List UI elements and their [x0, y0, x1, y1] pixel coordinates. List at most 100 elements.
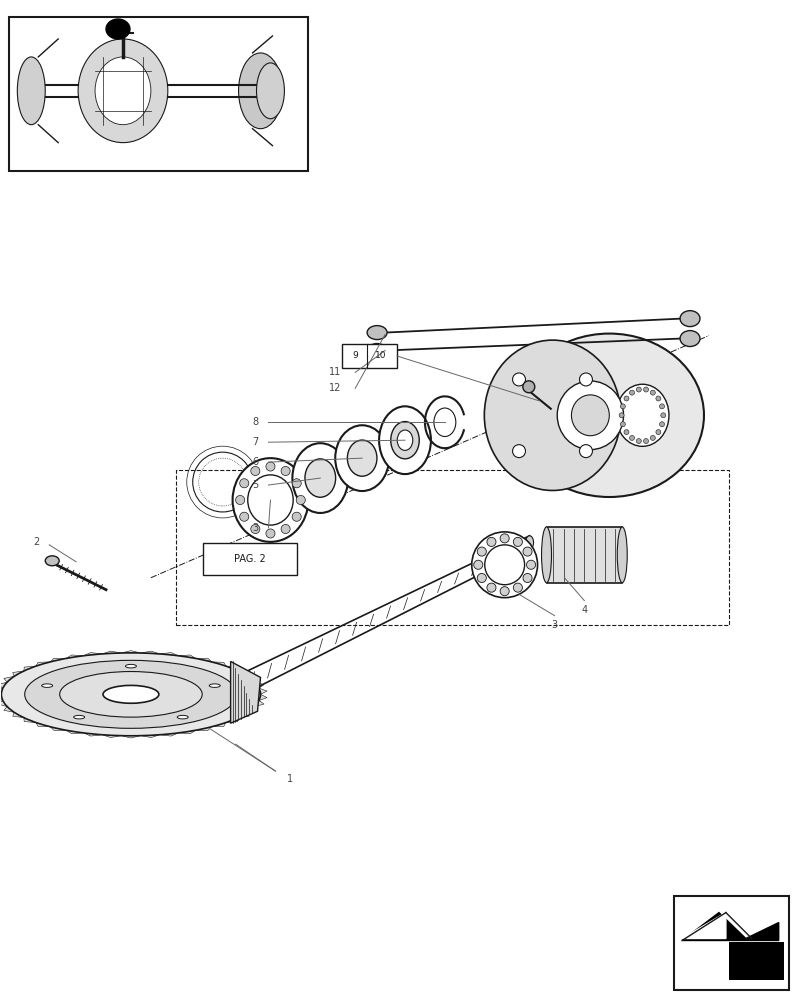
- Ellipse shape: [247, 475, 293, 525]
- Polygon shape: [102, 735, 121, 738]
- Polygon shape: [247, 676, 258, 682]
- Circle shape: [239, 512, 248, 521]
- Polygon shape: [195, 658, 212, 662]
- Circle shape: [655, 396, 660, 401]
- Ellipse shape: [616, 384, 668, 446]
- Circle shape: [579, 373, 592, 386]
- Polygon shape: [13, 671, 24, 676]
- Text: 7: 7: [252, 437, 259, 447]
- Ellipse shape: [238, 53, 282, 129]
- Ellipse shape: [24, 660, 237, 728]
- Ellipse shape: [525, 536, 533, 549]
- Polygon shape: [4, 707, 15, 712]
- Text: 6: 6: [252, 457, 258, 467]
- Circle shape: [477, 573, 486, 583]
- Ellipse shape: [177, 715, 188, 719]
- Text: 9: 9: [352, 351, 358, 360]
- Bar: [341, 344, 397, 368]
- Ellipse shape: [397, 430, 412, 450]
- Bar: [546, 527, 621, 583]
- Circle shape: [265, 462, 275, 471]
- Ellipse shape: [335, 425, 388, 491]
- Circle shape: [629, 435, 633, 440]
- Polygon shape: [4, 676, 15, 682]
- Polygon shape: [681, 913, 778, 940]
- Ellipse shape: [17, 57, 45, 125]
- Circle shape: [265, 529, 275, 538]
- Polygon shape: [0, 694, 2, 701]
- Ellipse shape: [514, 334, 703, 497]
- Bar: [203, 543, 297, 575]
- Ellipse shape: [541, 527, 551, 583]
- Polygon shape: [225, 666, 238, 671]
- Ellipse shape: [95, 57, 151, 125]
- Ellipse shape: [471, 532, 537, 598]
- Text: 12: 12: [328, 383, 341, 393]
- Circle shape: [292, 479, 301, 488]
- Ellipse shape: [390, 422, 418, 459]
- Circle shape: [618, 413, 624, 418]
- Circle shape: [522, 381, 534, 393]
- Polygon shape: [178, 655, 195, 658]
- Circle shape: [643, 387, 648, 392]
- Circle shape: [239, 479, 248, 488]
- Circle shape: [296, 495, 305, 505]
- Polygon shape: [255, 682, 264, 688]
- Ellipse shape: [433, 408, 455, 437]
- Text: 2: 2: [33, 537, 40, 547]
- Circle shape: [500, 587, 508, 596]
- Polygon shape: [212, 723, 225, 727]
- Polygon shape: [36, 662, 50, 666]
- Ellipse shape: [305, 459, 335, 497]
- Polygon shape: [140, 651, 160, 654]
- Ellipse shape: [367, 326, 387, 340]
- Circle shape: [281, 466, 290, 476]
- Circle shape: [477, 547, 486, 556]
- Circle shape: [629, 390, 633, 395]
- Ellipse shape: [347, 440, 376, 476]
- Circle shape: [512, 445, 525, 458]
- Polygon shape: [195, 727, 212, 730]
- Circle shape: [623, 430, 629, 435]
- Text: 10: 10: [375, 351, 386, 360]
- Ellipse shape: [126, 664, 136, 668]
- Ellipse shape: [571, 395, 608, 436]
- Ellipse shape: [2, 653, 260, 736]
- Polygon shape: [0, 688, 2, 694]
- Ellipse shape: [379, 406, 431, 474]
- Polygon shape: [160, 653, 178, 656]
- Circle shape: [636, 387, 641, 392]
- Polygon shape: [160, 733, 178, 736]
- Polygon shape: [178, 730, 195, 734]
- Polygon shape: [50, 727, 66, 730]
- Ellipse shape: [483, 340, 620, 490]
- Ellipse shape: [103, 685, 159, 703]
- Ellipse shape: [484, 545, 524, 585]
- Polygon shape: [84, 653, 102, 656]
- Polygon shape: [238, 712, 249, 718]
- Circle shape: [251, 524, 260, 534]
- Ellipse shape: [256, 63, 284, 119]
- Text: 1: 1: [287, 774, 293, 784]
- Polygon shape: [212, 662, 225, 666]
- Circle shape: [235, 495, 244, 505]
- Ellipse shape: [292, 443, 348, 513]
- Circle shape: [643, 439, 648, 444]
- Circle shape: [292, 512, 301, 521]
- Ellipse shape: [616, 527, 626, 583]
- Circle shape: [620, 422, 624, 427]
- Circle shape: [251, 466, 260, 476]
- Ellipse shape: [60, 672, 202, 717]
- Polygon shape: [13, 712, 24, 718]
- Text: 5: 5: [252, 480, 259, 490]
- Polygon shape: [66, 655, 84, 658]
- Circle shape: [473, 560, 483, 569]
- Circle shape: [636, 439, 641, 444]
- Circle shape: [655, 430, 660, 435]
- Ellipse shape: [74, 715, 84, 719]
- Circle shape: [526, 560, 535, 569]
- Circle shape: [513, 583, 521, 592]
- Circle shape: [487, 583, 496, 592]
- Circle shape: [500, 534, 508, 543]
- Polygon shape: [0, 682, 7, 688]
